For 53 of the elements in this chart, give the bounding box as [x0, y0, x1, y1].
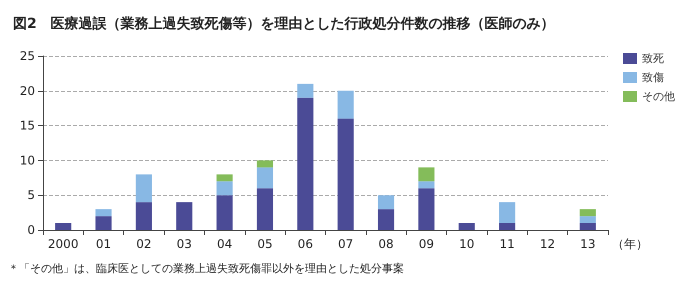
- bar: [55, 223, 72, 230]
- y-tick-label: 10: [20, 153, 35, 168]
- bar: [499, 223, 516, 230]
- bar: [338, 118, 354, 230]
- x-tick-label: 13: [580, 237, 596, 251]
- x-tick-label: 11: [499, 237, 515, 251]
- bar: [297, 98, 314, 230]
- legend-label: 致死: [642, 52, 664, 65]
- bar: [256, 167, 274, 188]
- bar: [136, 174, 152, 202]
- bar: [216, 174, 233, 182]
- chart-title: 図2 医療過誤（業務上過失致死傷等）を理由とした行政処分件数の推移（医師のみ）: [13, 15, 555, 32]
- y-tick-label: 5: [27, 188, 35, 202]
- y-tick-label: 20: [20, 84, 35, 98]
- legend-label: その他: [642, 90, 675, 103]
- x-tick-label: 12: [540, 237, 556, 251]
- bar: [136, 202, 152, 230]
- bar: [418, 181, 434, 188]
- x-tick-label: 01: [96, 237, 112, 251]
- bar: [176, 202, 192, 230]
- bar: [216, 181, 233, 196]
- x-tick-label: 2000: [48, 237, 78, 251]
- bar: [95, 216, 112, 230]
- bar: [216, 195, 233, 230]
- bar: [458, 223, 475, 230]
- bar: [95, 209, 112, 216]
- x-tick-label: 08: [378, 237, 394, 251]
- legend-label: 致傷: [642, 71, 664, 84]
- bar: [418, 167, 434, 182]
- bar: [580, 216, 596, 224]
- bar: [297, 84, 314, 98]
- x-tick-label: 04: [216, 237, 232, 251]
- bar: [378, 195, 394, 210]
- bar: [499, 202, 516, 224]
- bar: [580, 223, 596, 230]
- y-tick-label: 15: [20, 118, 35, 133]
- x-tick-label: 02: [136, 237, 152, 251]
- text: ＊「その他」は、臨床医としての業務上過失致死傷罪以外を理由とした処分事案: [8, 262, 404, 275]
- x-tick-label: 03: [176, 237, 192, 251]
- bar: [338, 90, 354, 119]
- bar: [256, 160, 274, 168]
- x-axis-title: （年）: [612, 237, 648, 251]
- bar: [378, 209, 394, 230]
- bar: [418, 188, 434, 230]
- x-tick-label: 07: [338, 237, 354, 251]
- x-tick-label: 09: [418, 237, 434, 251]
- bar: [256, 188, 274, 230]
- y-tick-label: 0: [27, 223, 35, 237]
- x-tick-label: 10: [459, 237, 474, 251]
- bar: [580, 209, 596, 216]
- x-tick-label: 05: [257, 237, 273, 251]
- y-tick-label: 25: [20, 49, 35, 63]
- x-tick-label: 06: [298, 237, 313, 251]
